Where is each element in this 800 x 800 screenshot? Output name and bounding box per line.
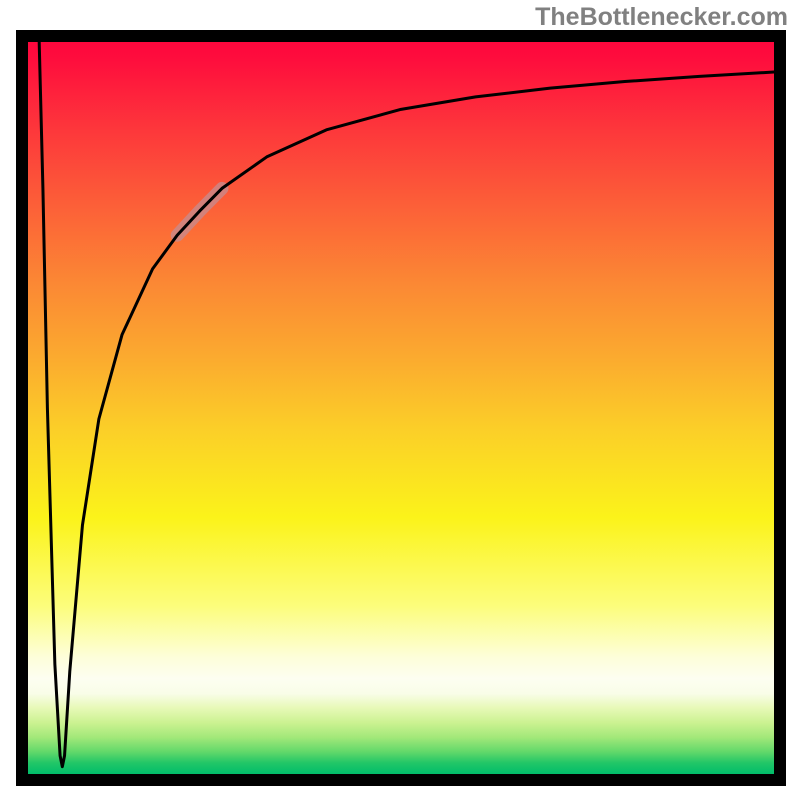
- plot-area: [28, 42, 774, 774]
- bottleneck-curve: [39, 42, 774, 767]
- watermark-text: TheBottlenecker.com: [535, 3, 788, 32]
- curve-layer: [28, 42, 774, 774]
